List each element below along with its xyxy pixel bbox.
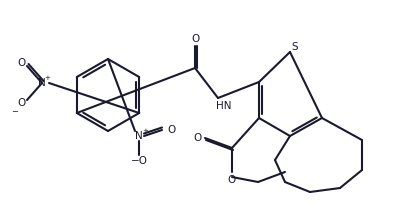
Text: O: O (168, 125, 176, 135)
Text: −: − (12, 107, 18, 116)
Text: O: O (194, 133, 202, 143)
Text: O: O (228, 175, 236, 185)
Text: O: O (18, 98, 26, 108)
Text: −O: −O (130, 156, 148, 166)
Text: N: N (38, 78, 46, 88)
Text: O: O (191, 34, 199, 44)
Text: O: O (18, 58, 26, 68)
Text: +: + (44, 75, 50, 81)
Text: N: N (135, 131, 143, 141)
Text: HN: HN (216, 101, 231, 111)
Text: +: + (142, 128, 148, 134)
Text: S: S (292, 42, 298, 52)
